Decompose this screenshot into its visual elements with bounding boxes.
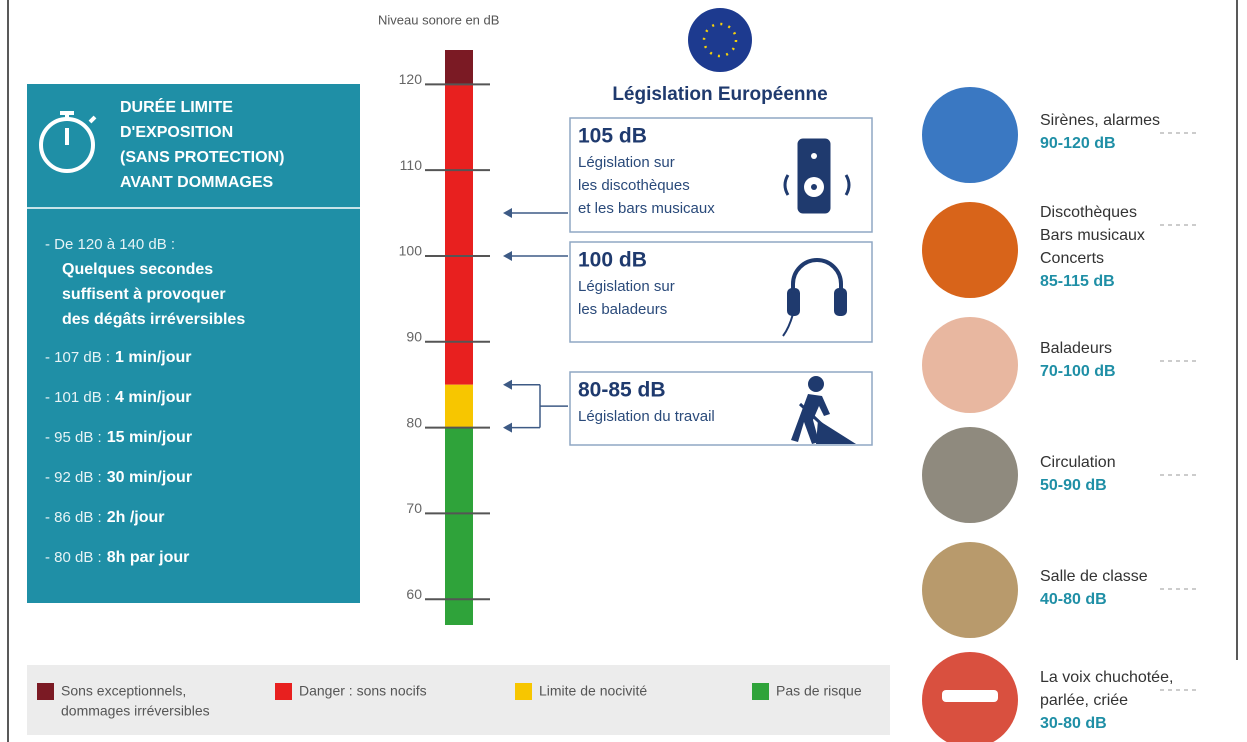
legend-swatch (275, 683, 292, 700)
sirens-photo (922, 87, 1018, 183)
exposure-text: - 107 dB : (45, 349, 110, 366)
box-level: 100 dB (578, 249, 647, 272)
classroom-photo (922, 542, 1018, 638)
box-text: les baladeurs (578, 301, 667, 318)
exposure-bold: Quelques secondes (62, 261, 213, 278)
legend-label: Pas de risque (776, 683, 862, 699)
arrow-head (503, 423, 512, 433)
page: {"scale": {"label": "Niveau sonore en dB… (0, 0, 1247, 742)
legend-swatch (37, 683, 54, 700)
traffic-photo (922, 427, 1018, 523)
exposure-item: - 80 dB : 8h par jour (45, 549, 189, 566)
box-text: Législation sur (578, 154, 675, 171)
eu-flag (688, 8, 752, 72)
legend-swatch (752, 683, 769, 700)
source-name: Circulation (1040, 454, 1116, 471)
speaker-icon (785, 140, 849, 212)
source-photos (922, 87, 1018, 742)
teeth (942, 690, 998, 702)
exposure-item: - 107 dB : 1 min/jour (45, 349, 192, 366)
worker-icon (791, 376, 856, 444)
legend-label: Limite de nocivité (539, 683, 647, 699)
tick-label: 110 (400, 157, 423, 173)
source-range: 70-100 dB (1040, 363, 1116, 380)
exposure-text: - 80 dB : (45, 549, 102, 566)
source-name: parlée, criée (1040, 692, 1128, 709)
headphones-icon (783, 260, 845, 336)
exposure-item: - 101 dB : 4 min/jour (45, 389, 192, 406)
box-text: Législation du travail (578, 408, 715, 425)
exposure-bold: 4 min/jour (115, 389, 191, 406)
source-range: 40-80 dB (1040, 591, 1107, 608)
source-range: 90-120 dB (1040, 135, 1116, 152)
scale-segment (445, 385, 473, 428)
tick-label: 80 (406, 414, 422, 430)
source-name: Discothèques (1040, 204, 1137, 221)
box-level: 105 dB (578, 125, 647, 148)
legend-swatch (515, 683, 532, 700)
exposure-bold: 1 min/jour (115, 349, 191, 366)
panel-title: AVANT DOMMAGES (120, 174, 274, 191)
box-text: Législation sur (578, 278, 675, 295)
infographic: Niveau sonore en dB Législation Européen… (0, 0, 1247, 742)
club-photo (922, 202, 1018, 298)
scale-label: Niveau sonore en dB (378, 12, 499, 27)
exposure-item: - 92 dB : 30 min/jour (45, 469, 192, 486)
exposure-text: - 95 dB : (45, 429, 102, 446)
source-name: Concerts (1040, 250, 1104, 267)
panel-title: D'EXPOSITION (120, 124, 233, 141)
source-range: 50-90 dB (1040, 477, 1107, 494)
legend-label: dommages irréversibles (61, 703, 210, 719)
legend-label: Danger : sons nocifs (299, 683, 427, 699)
box-text: et les bars musicaux (578, 200, 715, 217)
exposure-item: - 95 dB : 15 min/jour (45, 429, 192, 446)
source-name: Salle de classe (1040, 568, 1148, 585)
exposure-bold: suffisent à provoquer (62, 286, 226, 303)
arrow-head (503, 380, 512, 390)
tick-label: 100 (399, 243, 423, 259)
earphones-photo (922, 317, 1018, 413)
exposure-bold: 2h /jour (107, 509, 165, 526)
panel-title: DURÉE LIMITE (120, 97, 233, 116)
tick-label: 120 (399, 71, 423, 87)
exposure-text: - 92 dB : (45, 469, 102, 486)
exposure-bold: 15 min/jour (107, 429, 192, 446)
arrow-head (503, 208, 512, 218)
legend-label: Sons exceptionnels, (61, 683, 186, 699)
legislation-title: Législation Européenne (612, 84, 827, 105)
source-range: 85-115 dB (1040, 273, 1115, 290)
source-range: 30-80 dB (1040, 715, 1107, 732)
panel-title: (SANS PROTECTION) (120, 149, 284, 166)
scale-segment (445, 50, 473, 84)
box-level: 80-85 dB (578, 379, 666, 402)
scale-segment (445, 84, 473, 384)
source-name: Bars musicaux (1040, 227, 1145, 244)
exposure-text: - 86 dB : (45, 509, 102, 526)
exposure-bold: 30 min/jour (107, 469, 192, 486)
source-name: Baladeurs (1040, 340, 1112, 357)
tick-label: 60 (406, 586, 422, 602)
scale-segment (445, 428, 473, 625)
source-name: La voix chuchotée, (1040, 669, 1173, 686)
tick-label: 70 (406, 500, 422, 516)
box-text: les discothèques (578, 177, 690, 194)
arrow-head (503, 251, 512, 261)
exposure-item: - De 120 à 140 dB : (45, 236, 175, 253)
exposure-bold: des dégâts irréversibles (62, 311, 245, 328)
exposure-text: - 101 dB : (45, 389, 110, 406)
source-name: Sirènes, alarmes (1040, 112, 1160, 129)
exposure-bold: 8h par jour (107, 549, 190, 566)
tick-label: 90 (406, 328, 422, 344)
